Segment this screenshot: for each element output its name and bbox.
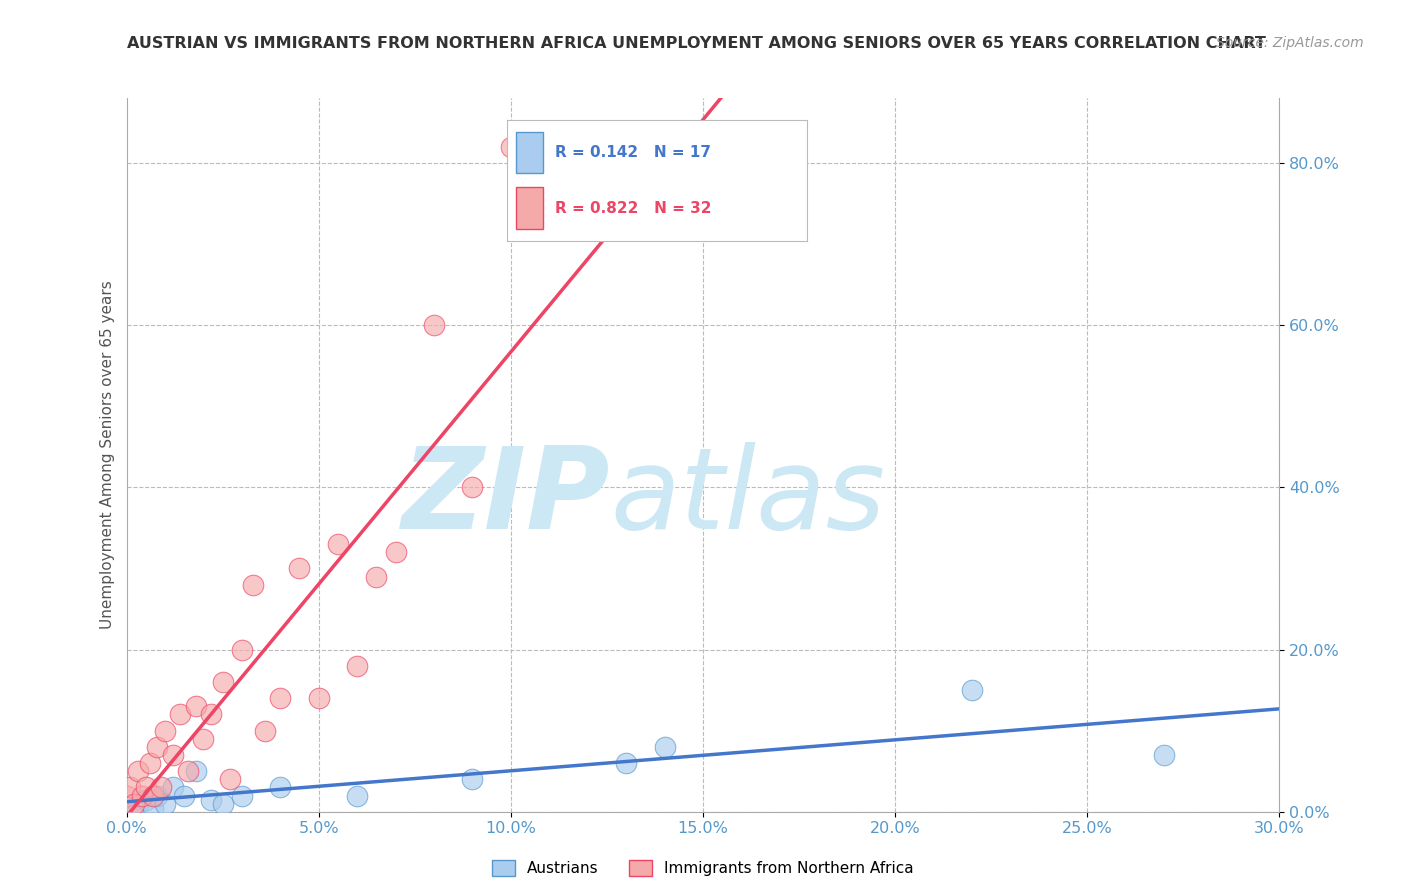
Point — [461, 480, 484, 494]
Point — [115, 805, 138, 819]
Point — [127, 797, 149, 811]
Point — [269, 780, 291, 795]
Point — [499, 140, 522, 154]
Point — [326, 537, 349, 551]
Legend: Austrians, Immigrants from Northern Africa: Austrians, Immigrants from Northern Afri… — [486, 855, 920, 882]
Point — [231, 789, 253, 803]
Point — [142, 789, 165, 803]
Point — [173, 789, 195, 803]
Point — [346, 789, 368, 803]
Point — [138, 756, 160, 770]
Point — [308, 691, 330, 706]
Point — [288, 561, 311, 575]
Point — [346, 658, 368, 673]
Text: atlas: atlas — [610, 442, 886, 553]
Point — [142, 800, 165, 814]
Point — [135, 792, 157, 806]
Text: ZIP: ZIP — [402, 442, 610, 553]
Point — [423, 318, 446, 333]
Point — [146, 789, 169, 803]
Point — [231, 642, 253, 657]
Y-axis label: Unemployment Among Seniors over 65 years: Unemployment Among Seniors over 65 years — [100, 281, 115, 629]
Point — [193, 731, 215, 746]
Text: AUSTRIAN VS IMMIGRANTS FROM NORTHERN AFRICA UNEMPLOYMENT AMONG SENIORS OVER 65 Y: AUSTRIAN VS IMMIGRANTS FROM NORTHERN AFR… — [127, 36, 1265, 51]
Point — [200, 707, 222, 722]
Point — [146, 739, 169, 754]
Point — [135, 780, 157, 795]
Point — [162, 780, 184, 795]
Point — [211, 675, 233, 690]
Point — [211, 797, 233, 811]
Point — [269, 691, 291, 706]
Point — [253, 723, 276, 738]
Point — [200, 792, 222, 806]
Point — [614, 756, 637, 770]
Point — [169, 707, 191, 722]
Point — [184, 699, 207, 714]
Point — [654, 739, 676, 754]
Point — [219, 772, 242, 787]
Point — [131, 789, 153, 803]
Point — [242, 577, 264, 591]
Point — [115, 789, 138, 803]
Point — [384, 545, 406, 559]
Point — [153, 797, 176, 811]
Point — [461, 772, 484, 787]
Point — [150, 780, 173, 795]
Point — [177, 764, 200, 779]
Point — [960, 683, 983, 698]
Point — [1153, 747, 1175, 762]
Point — [184, 764, 207, 779]
Point — [366, 569, 388, 583]
Point — [127, 764, 149, 779]
Point — [120, 780, 142, 795]
Point — [153, 723, 176, 738]
Point — [122, 797, 145, 811]
Point — [162, 747, 184, 762]
Text: Source: ZipAtlas.com: Source: ZipAtlas.com — [1216, 36, 1364, 50]
